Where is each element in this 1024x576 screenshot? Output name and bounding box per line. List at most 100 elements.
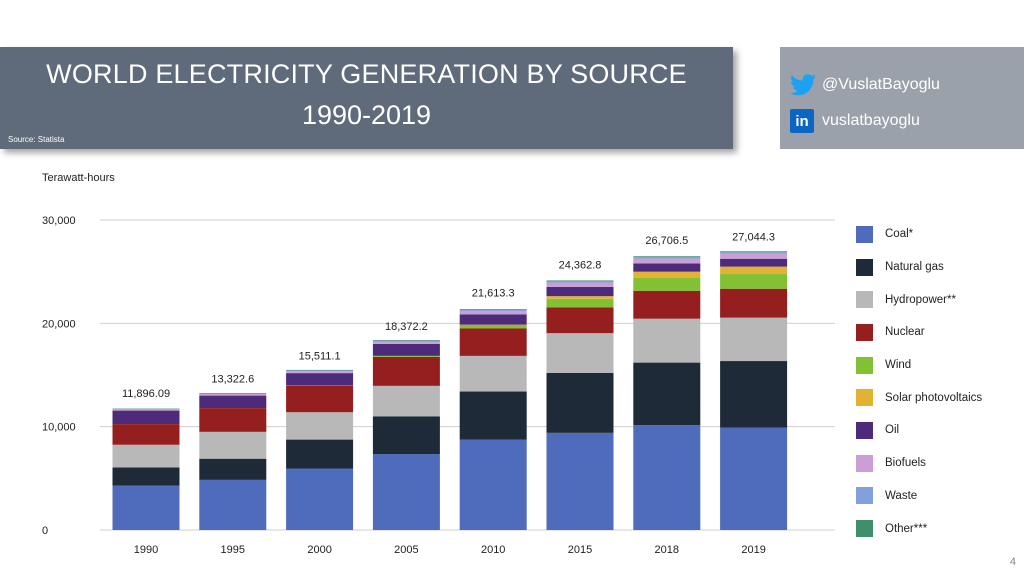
bar-segment-wind bbox=[546, 298, 614, 308]
bar-segment-biofuels bbox=[199, 394, 267, 396]
bar-segment-natural-gas bbox=[372, 416, 440, 455]
bar-segment-biofuels bbox=[546, 282, 614, 287]
bar-segment-natural-gas bbox=[112, 467, 180, 486]
legend-swatch bbox=[856, 258, 873, 276]
social-panel: @VuslatBayoglu in vuslatbayoglu bbox=[780, 47, 1024, 149]
legend-item: Waste bbox=[856, 480, 982, 513]
bar-segment-biofuels bbox=[112, 409, 180, 411]
bar-segment-wind bbox=[633, 277, 701, 291]
bar-segment-other bbox=[459, 309, 527, 310]
bar-segment-waste bbox=[112, 408, 180, 410]
bar-segment-oil bbox=[720, 258, 788, 267]
legend-label: Waste bbox=[885, 489, 918, 502]
chart-title: WORLD ELECTRICITY GENERATION BY SOURCE bbox=[46, 59, 687, 89]
bar-segment-nuclear bbox=[720, 288, 788, 318]
page-number: 4 bbox=[1009, 556, 1016, 568]
bar-segment-coal bbox=[720, 427, 788, 530]
legend-label: Natural gas bbox=[885, 261, 944, 274]
bar-segment-nuclear bbox=[546, 307, 614, 334]
bar-segment-hydropower bbox=[459, 355, 527, 392]
bar-segment-waste bbox=[720, 252, 788, 254]
x-tick-label: 1990 bbox=[134, 544, 158, 556]
bar-segment-coal bbox=[633, 425, 701, 530]
bar-segment-nuclear bbox=[633, 290, 701, 319]
bar-segment-solar-photovoltaics bbox=[633, 271, 701, 278]
bar-segment-oil bbox=[372, 343, 440, 356]
bar-segment-other bbox=[286, 369, 354, 371]
bar-segment-waste bbox=[372, 340, 440, 342]
bar-total-label: 27,044.3 bbox=[732, 232, 775, 244]
bar-total-label: 13,322.6 bbox=[211, 373, 254, 385]
linkedin-icon: in bbox=[790, 109, 814, 133]
bar-segment-oil bbox=[112, 410, 180, 425]
legend-label: Wind bbox=[885, 359, 912, 372]
bar-total-label: 18,372.2 bbox=[385, 321, 428, 333]
bar-total-label: 21,613.3 bbox=[472, 288, 515, 300]
bar-segment-oil bbox=[546, 286, 614, 297]
y-axis-unit-label: Terawatt-hours bbox=[42, 172, 115, 184]
bar-segment-other bbox=[372, 340, 440, 341]
bar-segment-wind bbox=[720, 274, 788, 289]
legend-label: Biofuels bbox=[885, 457, 926, 470]
bar-segment-hydropower bbox=[199, 431, 267, 459]
twitter-link[interactable]: @VuslatBayoglu bbox=[790, 74, 940, 96]
legend-item: Biofuels bbox=[856, 447, 982, 480]
bar-segment-hydropower bbox=[546, 333, 614, 373]
legend-item: Solar photovoltaics bbox=[856, 381, 982, 414]
y-tick-label: 0 bbox=[42, 525, 48, 537]
legend-swatch bbox=[856, 323, 873, 341]
bar-segment-solar-photovoltaics bbox=[546, 296, 614, 299]
legend-label: Nuclear bbox=[885, 326, 925, 339]
bar-segment-biofuels bbox=[286, 371, 354, 374]
bar-segment-hydropower bbox=[286, 412, 354, 440]
bar-total-label: 24,362.8 bbox=[559, 259, 602, 271]
linkedin-link[interactable]: in vuslatbayoglu bbox=[790, 109, 920, 133]
legend-swatch bbox=[856, 291, 873, 309]
legend-label: Coal* bbox=[885, 228, 914, 241]
source-note: Source: Statista bbox=[8, 135, 65, 144]
bar-segment-wind bbox=[372, 355, 440, 357]
bar-segment-hydropower bbox=[372, 385, 440, 417]
x-tick-label: 2005 bbox=[394, 544, 418, 556]
legend-swatch bbox=[856, 520, 873, 538]
legend-swatch bbox=[856, 454, 873, 472]
bar-segment-hydropower bbox=[633, 318, 701, 363]
twitter-handle: @VuslatBayoglu bbox=[822, 76, 940, 93]
chart-subtitle-years: 1990-2019 bbox=[301, 100, 432, 130]
bar-segment-oil bbox=[286, 373, 354, 386]
title-banner: WORLD ELECTRICITY GENERATION BY SOURCE 1… bbox=[0, 47, 733, 149]
bar-segment-solar-photovoltaics bbox=[720, 266, 788, 275]
y-tick-label: 30,000 bbox=[42, 215, 76, 227]
x-tick-label: 2010 bbox=[481, 544, 505, 556]
legend-label: Solar photovoltaics bbox=[885, 391, 983, 404]
bar-segment-waste bbox=[546, 281, 614, 283]
bar-segment-nuclear bbox=[372, 356, 440, 386]
chart-legend: Coal* Natural gas Hydropower** Nuclear Wind S… bbox=[856, 218, 982, 545]
bar-segment-other bbox=[720, 251, 788, 253]
legend-item: Natural gas bbox=[856, 251, 982, 284]
bar-segment-natural-gas bbox=[199, 458, 267, 480]
bar-segment-waste bbox=[286, 370, 354, 372]
legend-swatch bbox=[856, 225, 873, 243]
bar-segment-waste bbox=[459, 309, 527, 311]
legend-label: Hydropower** bbox=[885, 293, 956, 306]
legend-item: Wind bbox=[856, 349, 982, 382]
legend-swatch bbox=[856, 356, 873, 374]
bar-segment-hydropower bbox=[112, 444, 180, 468]
x-tick-label: 2019 bbox=[741, 544, 765, 556]
bar-segment-biofuels bbox=[459, 310, 527, 315]
bar-segment-coal bbox=[199, 479, 267, 530]
bar-total-label: 26,706.5 bbox=[645, 235, 688, 247]
bar-segment-natural-gas bbox=[546, 372, 614, 433]
bar-segment-other bbox=[633, 256, 701, 258]
legend-item: Other*** bbox=[856, 512, 982, 545]
bar-segment-oil bbox=[459, 314, 527, 325]
legend-label: Oil bbox=[885, 424, 900, 437]
bar-segment-nuclear bbox=[199, 408, 267, 432]
legend-item: Nuclear bbox=[856, 316, 982, 349]
bar-segment-biofuels bbox=[720, 253, 788, 259]
x-tick-label: 2018 bbox=[655, 544, 679, 556]
legend-item: Coal* bbox=[856, 218, 982, 251]
bar-segment-coal bbox=[286, 468, 354, 530]
